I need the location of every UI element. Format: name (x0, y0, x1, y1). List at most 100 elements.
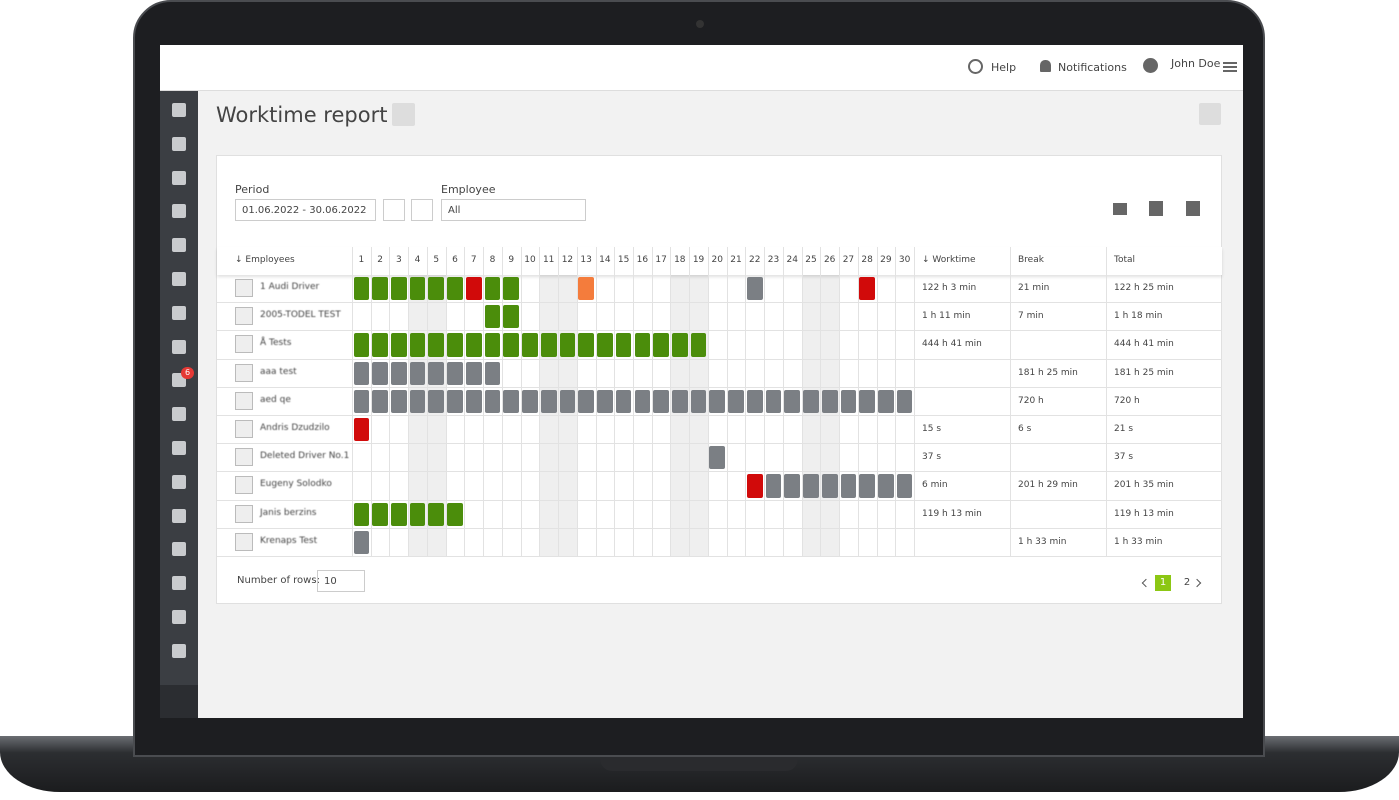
day-status (409, 502, 426, 526)
notifications-link[interactable]: Notifications (1058, 61, 1127, 74)
page-link[interactable]: 1 (1155, 575, 1171, 591)
nav-icon[interactable] (172, 272, 186, 286)
nav-icon[interactable] (172, 136, 186, 151)
day-header: 3 (395, 255, 402, 265)
employee-select[interactable]: All (441, 199, 586, 221)
nav-icon[interactable] (172, 441, 186, 455)
print-button[interactable] (1113, 203, 1127, 215)
employee-name[interactable]: aaa test (260, 366, 297, 377)
day-status (597, 389, 613, 413)
column-divider (595, 247, 597, 557)
play-button[interactable] (392, 103, 415, 126)
employee-name[interactable]: Eugeny Solodko (260, 479, 332, 490)
settings-button[interactable] (1199, 103, 1221, 125)
column-divider (801, 247, 803, 557)
column-divider (839, 247, 841, 557)
sidebar: 6 (160, 91, 198, 718)
column-divider (520, 247, 522, 557)
nav-icon[interactable] (172, 542, 186, 557)
worktime-value: 6 min (922, 480, 948, 491)
user-icon[interactable] (1143, 58, 1158, 73)
day-status (353, 389, 370, 413)
nav-icon[interactable] (172, 204, 186, 219)
nav-icon[interactable] (172, 305, 186, 320)
column-divider (726, 247, 728, 557)
day-header: 25 (805, 255, 817, 265)
day-status (428, 361, 445, 385)
day-header: 26 (823, 255, 836, 265)
day-status (503, 277, 520, 301)
day-status (859, 277, 876, 301)
employee-avatar (235, 532, 253, 551)
nav-icon[interactable] (172, 103, 186, 117)
column-divider (614, 247, 616, 557)
day-header: 22 (749, 255, 761, 265)
employee-name[interactable]: Å Tests (260, 338, 292, 349)
column-divider (464, 247, 466, 557)
employee-avatar (235, 448, 253, 467)
page-link[interactable]: 2 (1183, 577, 1191, 588)
next-period[interactable] (411, 199, 433, 221)
sidebar-expand[interactable] (160, 685, 198, 718)
employee-name[interactable]: Janis berzins (260, 507, 317, 518)
employee-name[interactable]: 2005-TODEL TEST (260, 310, 341, 321)
help-link[interactable]: Help (991, 61, 1017, 74)
day-status (409, 333, 426, 357)
day-status (372, 389, 388, 413)
total-value: 119 h 13 min (1114, 508, 1174, 519)
day-status (447, 277, 463, 301)
user-name[interactable]: John Doe (1171, 57, 1221, 70)
nav-icon[interactable] (172, 238, 186, 253)
nav-icon[interactable] (172, 610, 186, 624)
day-status (353, 333, 370, 357)
employee-name[interactable]: 1 Audi Driver (260, 282, 320, 292)
nav-icon[interactable] (172, 407, 186, 422)
bell-icon[interactable] (1040, 60, 1051, 72)
prev-period[interactable] (383, 199, 405, 221)
day-status (671, 333, 688, 357)
employee-name[interactable]: Andris Dzudzilo (260, 423, 330, 433)
column-divider (764, 247, 766, 557)
nav-icon[interactable] (172, 170, 186, 185)
day-status (690, 389, 707, 413)
day-status (634, 333, 651, 357)
prev-page[interactable] (1141, 578, 1151, 588)
day-header: 20 (711, 255, 723, 265)
screen: Help Notifications John Doe 6 Worktime r… (160, 45, 1243, 718)
day-status (746, 389, 763, 413)
help-icon[interactable] (968, 59, 983, 74)
day-status (840, 389, 857, 413)
nav-icon[interactable] (172, 339, 186, 354)
employee-name[interactable]: Krenaps Test (260, 535, 318, 546)
excel-button[interactable] (1149, 201, 1163, 216)
nav-icon[interactable] (172, 576, 186, 591)
day-header: 30 (898, 255, 911, 265)
period-select[interactable]: 01.06.2022 - 30.06.2022 (235, 199, 376, 221)
pdf-button[interactable] (1186, 201, 1200, 216)
column-divider (895, 247, 897, 557)
menu-icon[interactable] (1223, 62, 1237, 72)
nav-icon[interactable] (172, 508, 186, 523)
day-header: 23 (767, 255, 780, 265)
column-divider (745, 247, 747, 557)
day-header: 1 (358, 255, 365, 265)
day-header: 29 (880, 255, 892, 265)
nav-icon[interactable] (172, 643, 186, 658)
day-status (503, 389, 520, 413)
day-status (409, 277, 426, 301)
day-header: 16 (636, 255, 649, 265)
day-status (821, 474, 838, 498)
employee-name[interactable]: Deleted Driver No.1 (260, 451, 350, 462)
day-status (447, 333, 463, 357)
employee-avatar (235, 335, 253, 354)
day-status (709, 446, 726, 470)
worktime-value: 37 s (922, 452, 942, 463)
day-header: 18 (674, 255, 686, 265)
table-header-bg (217, 247, 1222, 275)
total-value: 1 h 33 min (1114, 536, 1163, 547)
rows-select[interactable]: 10 (317, 570, 365, 592)
day-status (559, 333, 576, 357)
nav-icon[interactable] (172, 474, 186, 489)
employee-name[interactable]: aed qe (260, 394, 291, 405)
column-divider (576, 247, 578, 557)
